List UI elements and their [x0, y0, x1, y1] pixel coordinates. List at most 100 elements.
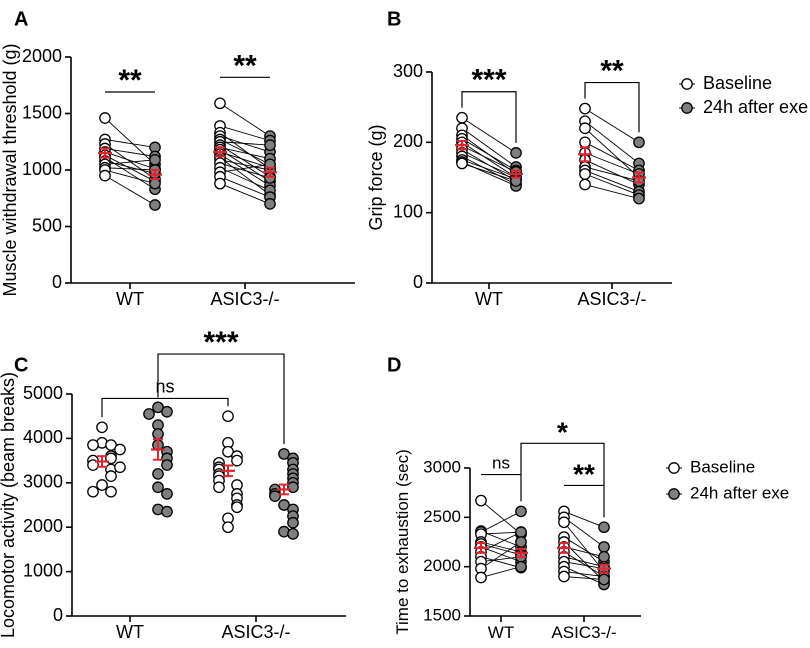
pair-line: [461, 117, 517, 154]
pair-line: [104, 167, 156, 171]
group-0: [87, 401, 173, 518]
after-point: [161, 488, 173, 500]
pair-line: [461, 127, 517, 168]
legend-marker: [668, 462, 680, 474]
pair-line: [219, 183, 271, 205]
y-tick-label: 2000: [23, 516, 63, 536]
pair-line: [219, 139, 271, 165]
y-tick-label: 500: [32, 215, 62, 235]
group-1: [213, 97, 277, 210]
pair-line: [219, 153, 271, 187]
after-point: [515, 526, 527, 538]
baseline-point: [214, 177, 226, 190]
baseline-point: [456, 157, 468, 170]
after-point: [264, 198, 276, 210]
significance: *: [520, 416, 605, 518]
after-point: [598, 541, 610, 553]
pair-line: [104, 169, 156, 184]
pair-line: [563, 561, 605, 570]
legend: Baseline 24h after exe: [679, 73, 808, 117]
y-tick-label: 4000: [23, 427, 63, 447]
y-tick-label: 1000: [22, 159, 62, 179]
pair-line: [219, 144, 271, 178]
group-1: [213, 410, 299, 540]
y-axis-label: Muscle withdrawal threshold (g): [0, 43, 20, 296]
pair-line: [584, 141, 640, 171]
baseline-point: [579, 178, 591, 191]
baseline-point: [475, 494, 487, 507]
after-point: [161, 405, 173, 418]
pair-line: [584, 166, 640, 182]
pair-line: [461, 138, 517, 171]
pair-line: [219, 151, 271, 169]
after-point: [510, 147, 522, 159]
baseline-point: [87, 485, 99, 498]
pair-line: [563, 551, 605, 577]
after-point: [598, 550, 610, 563]
significance-label: ns: [492, 454, 510, 473]
pair-line: [584, 159, 640, 185]
pair-line: [104, 151, 156, 170]
pair-line: [219, 102, 271, 137]
x-tick-label: ASIC3-/-: [551, 623, 616, 642]
legend-label: 24h after exe: [690, 483, 789, 502]
y-tick-label: 1500: [22, 102, 62, 122]
legend-marker: [668, 488, 680, 500]
after-point: [143, 408, 155, 420]
pair-line: [219, 135, 271, 153]
pair-line: [480, 556, 522, 569]
pair-line: [584, 152, 640, 175]
x-tick-label: WT: [116, 289, 144, 309]
pair-line: [461, 141, 517, 178]
panel-D: D 1500 2000 2500 3000 Time to exhaustion (sec…: [387, 354, 789, 642]
pair-line: [219, 141, 271, 146]
pair-line: [480, 541, 522, 570]
pair-line: [219, 176, 271, 198]
significance-label: ***: [471, 64, 506, 97]
legend: Baseline 24h after exe: [666, 457, 789, 502]
baseline-point: [222, 521, 234, 534]
panel-label: A: [14, 8, 28, 30]
pair-line: [480, 541, 522, 553]
panel-label: C: [14, 354, 28, 376]
baseline-point: [105, 485, 117, 498]
after-point: [598, 573, 610, 586]
significance-bracket: [520, 442, 605, 518]
baseline-point: [231, 454, 243, 467]
pair-line: [563, 566, 605, 585]
baseline-point: [222, 410, 234, 423]
y-tick-label: 0: [52, 272, 62, 292]
x-tick-label: WT: [475, 289, 503, 309]
pair-line: [219, 163, 271, 173]
baseline-point: [99, 169, 111, 182]
significance-label: **: [233, 49, 257, 82]
y-tick-label: 3000: [423, 457, 461, 476]
pair-line: [563, 516, 605, 548]
significance-label: ***: [203, 326, 238, 359]
pair-line: [104, 148, 156, 157]
pair-line: [104, 159, 156, 165]
baseline-point: [96, 421, 108, 434]
after-point: [633, 136, 645, 149]
pair-line: [480, 500, 522, 535]
x-tick-label: ASIC3-/-: [221, 622, 290, 642]
y-tick-label: 0: [53, 605, 63, 625]
baseline-point: [579, 136, 591, 149]
after-point: [515, 505, 527, 518]
baseline-point: [579, 168, 591, 180]
baseline-point: [579, 102, 591, 115]
legend-marker: [681, 102, 693, 114]
group-1: [578, 102, 646, 205]
after-point: [598, 521, 610, 534]
significance: ***: [157, 326, 285, 444]
legend-marker: [681, 78, 693, 90]
after-point: [269, 490, 281, 502]
legend-label: 24h after exe: [703, 97, 808, 117]
significance: **: [564, 458, 604, 489]
significance-bracket: [101, 397, 229, 418]
x-tick-label: WT: [488, 623, 514, 642]
baseline-point: [231, 501, 243, 514]
pair-line: [584, 184, 640, 200]
